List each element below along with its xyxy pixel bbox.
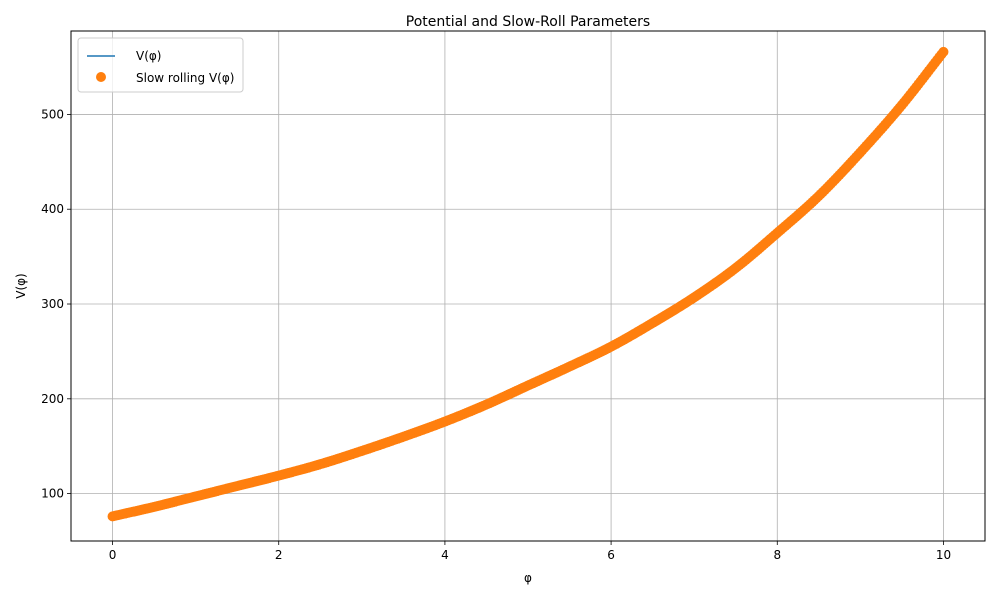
y-tick-label: 200: [41, 392, 64, 406]
x-tick-label: 4: [441, 548, 449, 562]
y-tick-label: 400: [41, 202, 64, 216]
grid: [71, 31, 985, 541]
x-tick-label: 10: [936, 548, 951, 562]
x-axis-label: φ: [524, 571, 532, 585]
x-tick-label: 2: [275, 548, 283, 562]
y-tick-label: 300: [41, 297, 64, 311]
legend-box: [77, 37, 244, 93]
legend: V(φ) Slow rolling V(φ): [77, 37, 244, 93]
y-tick-label: 500: [41, 107, 64, 121]
x-tick-label: 6: [607, 548, 615, 562]
plot-background: [71, 31, 985, 541]
ticks: 0 2 4 6 8 10 100 200 300 400 500: [41, 107, 951, 562]
series-point-slow-rolling: [938, 46, 949, 57]
y-tick-label: 100: [41, 487, 64, 501]
plot-frame: [70, 30, 986, 542]
chart-title: Potential and Slow-Roll Parameters: [406, 14, 650, 30]
x-tick-label: 8: [773, 548, 781, 562]
legend-marker-swatch: [96, 72, 106, 82]
y-axis-label: V(φ): [14, 273, 28, 299]
legend-label-potential: V(φ): [136, 49, 162, 63]
data-layer: [107, 46, 949, 522]
x-tick-label: 0: [109, 548, 117, 562]
legend-label-slow-rolling: Slow rolling V(φ): [136, 71, 234, 85]
